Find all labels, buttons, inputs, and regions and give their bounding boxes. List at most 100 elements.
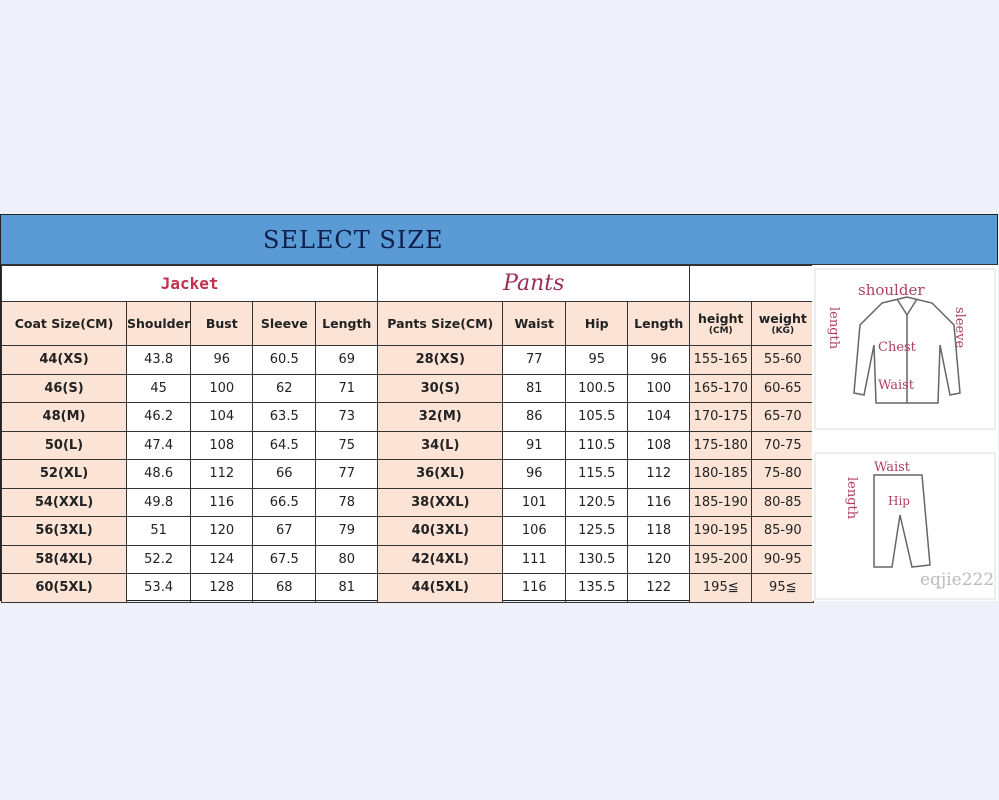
cell-bust: 128 — [190, 573, 254, 603]
cell-sleeve: 63.5 — [252, 402, 317, 432]
header-cell: Sleeve — [252, 301, 317, 346]
header-cell: Length — [315, 301, 379, 346]
cell-hip: 135.5 — [565, 573, 629, 603]
cell-plength: 118 — [627, 516, 691, 546]
cell-pants: 40(3XL) — [377, 516, 504, 546]
cell-waist: 111 — [502, 544, 567, 574]
pants-waist-label: Waist — [874, 460, 911, 475]
cell-waist: 91 — [502, 430, 567, 460]
table-row: 46(S) 45 100 62 71 30(S) 81 100.5 100 165-170 60-6… — [1, 373, 815, 403]
cell-sleeve: 66.5 — [252, 487, 317, 517]
cell-pants: 30(S) — [377, 373, 504, 403]
cell-hip: 115.5 — [565, 459, 629, 489]
cell-pants: 38(XXL) — [377, 487, 504, 517]
cell-weight: 55-60 — [751, 345, 815, 375]
shoulder-label: shoulder — [858, 281, 925, 299]
cell-bust: 96 — [190, 345, 254, 375]
cell-bust: 100 — [190, 373, 254, 403]
header-cell: Length — [627, 301, 691, 346]
cell-weight: 70-75 — [751, 430, 815, 460]
header-cell: Coat Size(CM) — [1, 301, 127, 346]
cell-shoulder: 48.6 — [125, 459, 192, 489]
cell-plength: 112 — [627, 459, 691, 489]
cell-waist: 96 — [502, 459, 567, 489]
cell-coat: 44(XS) — [1, 345, 127, 375]
cell-hip: 125.5 — [565, 516, 629, 546]
cell-weight: 65-70 — [751, 402, 815, 432]
cell-sleeve: 64.5 — [252, 430, 317, 460]
cell-plength: 120 — [627, 544, 691, 574]
sleeve-label: sleeve — [952, 307, 967, 349]
header-cell: Waist — [502, 301, 567, 346]
cell-waist: 101 — [502, 487, 567, 517]
cell-weight: 80-85 — [751, 487, 815, 517]
cell-coat: 48(M) — [1, 402, 127, 432]
cell-plength: 100 — [627, 373, 691, 403]
cell-shoulder: 47.4 — [125, 430, 192, 460]
cell-jlength: 78 — [315, 487, 379, 517]
cell-bust: 120 — [190, 516, 254, 546]
cell-shoulder: 52.2 — [125, 544, 192, 574]
cell-height: 195-200 — [689, 544, 753, 574]
cell-shoulder: 45 — [125, 373, 192, 403]
table-row: 60(5XL) 53.4 128 68 81 44(5XL) 116 135.5 122 195≦… — [1, 573, 815, 603]
cell-hip: 120.5 — [565, 487, 629, 517]
cell-bust: 104 — [190, 402, 254, 432]
cell-pants: 36(XL) — [377, 459, 504, 489]
cell-jlength: 79 — [315, 516, 379, 546]
cell-weight: 90-95 — [751, 544, 815, 574]
header-cell: Pants Size(CM) — [377, 301, 504, 346]
jacket-drawing-icon — [853, 296, 961, 404]
table-row: 56(3XL) 51 120 67 79 40(3XL) 106 125.5 118 190-19… — [1, 516, 815, 546]
cell-coat: 50(L) — [1, 430, 127, 460]
body-section-blank — [689, 265, 815, 302]
table-row: 48(M) 46.2 104 63.5 73 32(M) 86 105.5 104 170-175… — [1, 402, 815, 432]
cell-plength: 108 — [627, 430, 691, 460]
measurement-illustration: shoulder length sleeve Chest Waist Waist… — [812, 265, 998, 601]
cell-shoulder: 51 — [125, 516, 192, 546]
cell-weight: 85-90 — [751, 516, 815, 546]
cell-sleeve: 60.5 — [252, 345, 317, 375]
cell-jlength: 80 — [315, 544, 379, 574]
pants-drawing-icon — [873, 474, 931, 568]
title: SELECT SIZE — [263, 226, 444, 254]
table-row: 58(4XL) 52.2 124 67.5 80 42(4XL) 111 130.5 120 19… — [1, 544, 815, 574]
header-cell: Hip — [565, 301, 629, 346]
cell-waist: 81 — [502, 373, 567, 403]
cell-hip: 110.5 — [565, 430, 629, 460]
cell-bust: 116 — [190, 487, 254, 517]
waist-label: Waist — [878, 378, 915, 393]
cell-coat: 52(XL) — [1, 459, 127, 489]
cell-pants: 44(5XL) — [377, 573, 504, 603]
cell-waist: 106 — [502, 516, 567, 546]
cell-coat: 58(4XL) — [1, 544, 127, 574]
cell-height: 195≦ — [689, 573, 753, 603]
chest-label: Chest — [878, 340, 917, 355]
cell-coat: 46(S) — [1, 373, 127, 403]
cell-shoulder: 46.2 — [125, 402, 192, 432]
cell-coat: 60(5XL) — [1, 573, 127, 603]
size-table: Jacket Pants Coat Size(CM) Shoulder Bust… — [0, 265, 815, 603]
cell-height: 165-170 — [689, 373, 753, 403]
cell-pants: 32(M) — [377, 402, 504, 432]
cell-coat: 54(XXL) — [1, 487, 127, 517]
cell-weight: 60-65 — [751, 373, 815, 403]
cell-jlength: 71 — [315, 373, 379, 403]
cell-waist: 86 — [502, 402, 567, 432]
cell-shoulder: 49.8 — [125, 487, 192, 517]
cell-sleeve: 66 — [252, 459, 317, 489]
cell-plength: 116 — [627, 487, 691, 517]
jacket-section-label: Jacket — [0, 265, 379, 302]
cell-shoulder: 53.4 — [125, 573, 192, 603]
table-row: 44(XS) 43.8 96 60.5 69 28(XS) 77 95 96 155-165 55-… — [1, 345, 815, 375]
cell-jlength: 75 — [315, 430, 379, 460]
header-cell: Shoulder — [125, 301, 192, 346]
cell-waist: 116 — [502, 573, 567, 603]
cell-jlength: 81 — [315, 573, 379, 603]
cell-shoulder: 43.8 — [125, 345, 192, 375]
cell-bust: 108 — [190, 430, 254, 460]
cell-hip: 130.5 — [565, 544, 629, 574]
cell-sleeve: 67 — [252, 516, 317, 546]
table-row: 54(XXL) 49.8 116 66.5 78 38(XXL) 101 120.5 116 18… — [1, 487, 815, 517]
cell-height: 170-175 — [689, 402, 753, 432]
